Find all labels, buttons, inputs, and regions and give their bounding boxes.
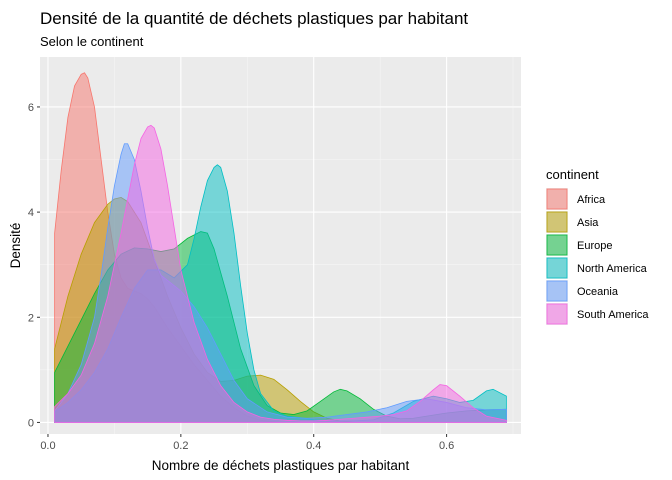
legend-swatch-asia — [546, 211, 568, 233]
legend-label-oceania: Oceania — [577, 286, 619, 298]
density-areas — [54, 72, 507, 423]
y-axis-ticks: 0 2 4 6 — [28, 102, 40, 429]
legend-swatch-south-america — [546, 303, 568, 325]
grid-minor — [40, 57, 521, 434]
legend-label-south-america: South America — [577, 309, 649, 321]
x-tick-label: 0.4 — [306, 440, 321, 452]
x-tick-label: 0.6 — [439, 440, 454, 452]
x-tick-label: 0.2 — [173, 440, 188, 452]
legend-title: continent — [546, 167, 599, 182]
legend-label-africa: Africa — [577, 194, 606, 206]
legend-swatch-africa — [546, 188, 568, 210]
legend-label-asia: Asia — [577, 217, 599, 229]
density-area-south-america — [54, 124, 507, 423]
legend-label-north-america: North America — [577, 263, 648, 275]
legend-swatch-europe — [546, 234, 568, 256]
x-tick-label: 0.0 — [40, 440, 55, 452]
x-axis-title: Nombre de déchets plastiques par habitan… — [152, 458, 410, 473]
legend: continent Africa Asia Europe North America O… — [546, 167, 649, 325]
y-tick-label: 2 — [28, 312, 34, 324]
legend-items: Africa Asia Europe North America Oceania Sout… — [546, 188, 649, 325]
y-tick-label: 6 — [28, 102, 34, 114]
y-axis-title: Densité — [8, 223, 23, 269]
x-axis-ticks: 0.0 0.2 0.4 0.6 — [40, 434, 454, 452]
chart-subtitle: Selon le continent — [40, 34, 144, 49]
legend-swatch-north-america — [546, 257, 568, 279]
y-tick-label: 0 — [28, 417, 34, 429]
legend-label-europe: Europe — [577, 240, 612, 252]
y-tick-label: 4 — [28, 207, 34, 219]
legend-swatch-oceania — [546, 280, 568, 302]
chart-title: Densité de la quantité de déchets plasti… — [40, 9, 468, 28]
